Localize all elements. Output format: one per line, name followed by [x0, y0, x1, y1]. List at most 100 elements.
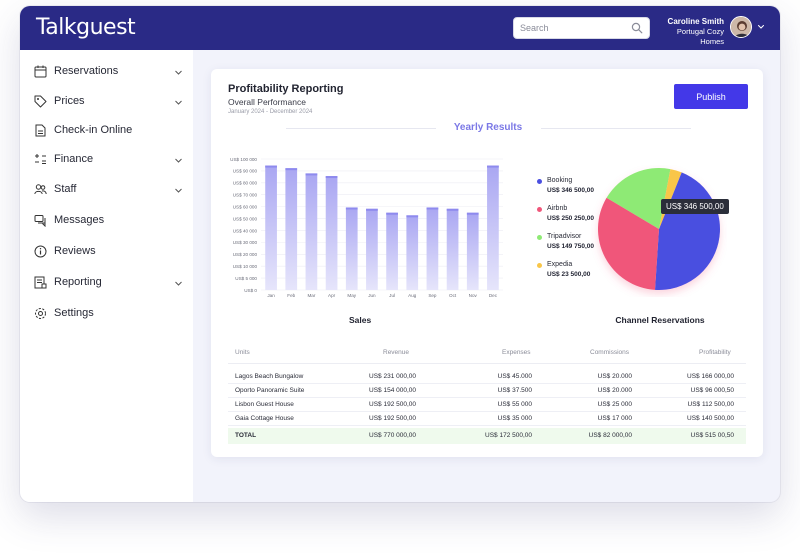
sales-bar-chart: US$ 0 US$ 5 000 US$ 10 000 US$ 20 000 US$ 30… — [230, 157, 503, 298]
sidebar-item-messages[interactable]: Messages — [20, 208, 193, 234]
search-box[interactable] — [513, 17, 650, 39]
calculator-icon — [35, 154, 46, 164]
search-icon[interactable] — [631, 22, 643, 34]
total-cell: US$ 82 000,00 — [588, 432, 632, 439]
sidebar-item-label: Reporting — [54, 276, 102, 288]
bar-nov[interactable] — [466, 212, 479, 290]
bar-apr[interactable] — [325, 176, 338, 290]
table-cell: US$ 192 500,00 — [369, 401, 416, 408]
chevron-down-icon[interactable] — [174, 68, 183, 77]
bar-cap — [366, 208, 378, 211]
bar-feb[interactable] — [285, 168, 298, 290]
avatar[interactable] — [730, 16, 752, 38]
x-tick-label: Sep — [428, 293, 437, 298]
divider — [286, 128, 436, 129]
bar-mar[interactable] — [305, 173, 318, 290]
legend-dot — [537, 179, 542, 184]
bar-dec[interactable] — [487, 165, 499, 290]
table-row[interactable]: Lisbon Guest House US$ 192 500,00 US$ 55 0… — [228, 398, 746, 412]
legend-label: Airbnb — [547, 205, 568, 212]
table-row[interactable]: Gaia Cottage House US$ 192 500,00 US$ 35 0… — [228, 412, 746, 426]
table-cell: US$ 166 000,00 — [687, 373, 734, 380]
table-row[interactable]: Oporto Panoramic Suite US$ 154 000,00 US$ … — [228, 384, 746, 398]
sidebar-item-label: Prices — [54, 95, 85, 107]
x-tick-label: Apr — [328, 293, 336, 298]
y-tick-label: US$ 50 000 — [233, 216, 258, 221]
top-bar: Talkguest Caroline Smith Portugal Cozy H… — [20, 6, 780, 50]
x-tick-label: Aug — [408, 293, 417, 298]
sidebar-item-check-in-online[interactable]: Check-in Online — [20, 118, 193, 144]
sidebar-item-prices[interactable]: Prices — [20, 89, 193, 115]
avatar-image — [731, 17, 751, 37]
sidebar-item-finance[interactable]: Finance — [20, 147, 193, 173]
y-tick-label: US$ 80 000 — [233, 181, 258, 186]
bar-jun[interactable] — [366, 208, 378, 290]
bar-may[interactable] — [345, 207, 358, 290]
user-info[interactable]: Caroline Smith Portugal Cozy Homes — [654, 17, 724, 47]
user-name: Caroline Smith — [667, 17, 724, 26]
total-cell: US$ 770 000,00 — [369, 432, 416, 439]
legend-dot — [537, 235, 542, 240]
document-icon — [35, 124, 46, 137]
bar-aug[interactable] — [406, 215, 419, 290]
column-header[interactable]: Units — [235, 349, 250, 356]
page-subtitle: Overall Performance — [228, 97, 306, 107]
chevron-down-icon[interactable] — [174, 279, 183, 288]
sidebar-item-label: Check-in Online — [54, 124, 133, 136]
page-title: Profitability Reporting — [228, 83, 344, 95]
chevron-down-icon[interactable] — [174, 156, 183, 165]
table-row[interactable]: Lagos Beach Bungalow US$ 231 000,00 US$ 45… — [228, 370, 746, 384]
chevron-down-icon[interactable] — [174, 186, 183, 195]
sidebar-item-reservations[interactable]: Reservations — [20, 59, 193, 85]
x-tick-label: May — [347, 293, 356, 298]
legend-value: US$ 149 750,00 — [547, 243, 594, 250]
x-tick-label: Feb — [287, 293, 295, 298]
y-tick-label: US$ 30 000 — [233, 240, 258, 245]
table-cell: US$ 17 000 — [597, 415, 632, 422]
column-header[interactable]: Revenue — [383, 349, 410, 356]
bar-jul[interactable] — [386, 212, 398, 290]
y-tick-label: US$ 5 000 — [235, 276, 257, 281]
divider — [541, 128, 691, 129]
unit-name: Lagos Beach Bungalow — [235, 373, 304, 380]
x-tick-label: Dec — [489, 293, 498, 298]
column-header[interactable]: Commissions — [590, 349, 630, 356]
sidebar-item-settings[interactable]: Settings — [20, 301, 193, 327]
y-tick-label: US$ 90 000 — [233, 169, 258, 174]
sidebar-item-reporting[interactable]: Reporting — [20, 270, 193, 296]
table-total-row: TOTAL US$ 770 000,00 US$ 172 500,00 US$ 82 … — [228, 428, 746, 444]
table-cell: US$ 154 000,00 — [369, 387, 416, 394]
column-header[interactable]: Profitability — [699, 349, 731, 356]
pie-slice-tripadvisor[interactable] — [606, 168, 671, 229]
bar-jan[interactable] — [265, 165, 277, 290]
column-header[interactable]: Expenses — [502, 349, 531, 356]
search-input[interactable] — [520, 20, 630, 36]
section-title: Yearly Results — [453, 122, 523, 133]
bar-cap — [406, 215, 419, 218]
pie-slice-airbnb[interactable] — [598, 197, 659, 290]
table-cell: US$ 192 500,00 — [369, 415, 416, 422]
y-tick-label: US$ 10 000 — [233, 264, 258, 269]
bar-cap — [285, 168, 298, 171]
bar-oct[interactable] — [446, 208, 459, 290]
sidebar-item-reviews[interactable]: Reviews — [20, 239, 193, 265]
total-label: TOTAL — [235, 432, 257, 439]
channel-pie-chart — [598, 168, 720, 290]
sidebar-item-staff[interactable]: Staff — [20, 177, 193, 203]
report-card: Profitability Reporting Overall Performa… — [211, 69, 763, 457]
publish-button[interactable]: Publish — [674, 84, 748, 109]
unit-name: Oporto Panoramic Suite — [235, 387, 305, 394]
bar-cap — [325, 176, 338, 179]
app-logo[interactable]: Talkguest — [36, 15, 136, 40]
users-icon — [34, 184, 47, 195]
bar-sep[interactable] — [426, 207, 439, 290]
y-tick-label: US$ 20 000 — [233, 252, 258, 257]
chevron-down-icon[interactable] — [174, 98, 183, 107]
bar-cap — [446, 208, 459, 211]
sidebar-item-label: Staff — [54, 183, 77, 195]
date-range: January 2024 - December 2024 — [228, 109, 313, 115]
sidebar-item-label: Messages — [54, 214, 105, 226]
chart-tooltip: US$ 346 500,00 — [661, 199, 729, 214]
table-cell: US$ 35 000 — [497, 415, 532, 422]
chevron-down-icon[interactable] — [757, 23, 765, 31]
